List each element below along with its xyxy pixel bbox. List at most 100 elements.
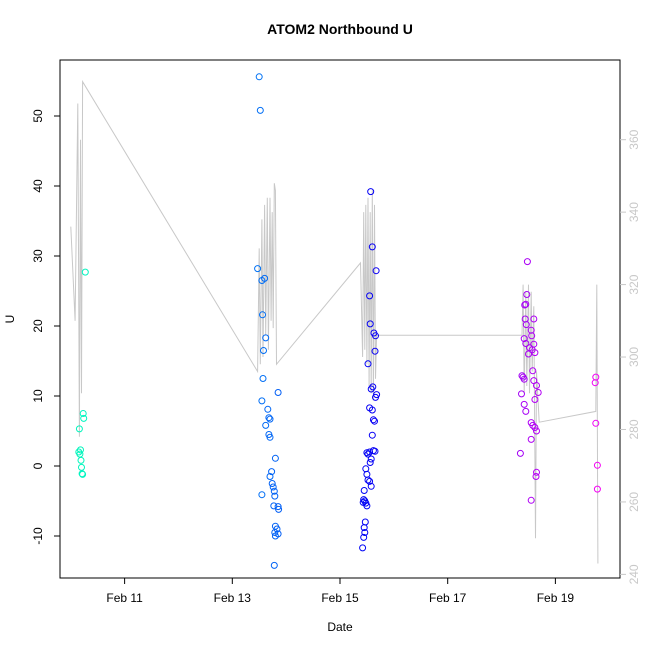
data-point xyxy=(359,498,367,506)
series-line xyxy=(70,79,599,564)
data-point xyxy=(274,389,282,396)
y-tick-label: 40 xyxy=(31,179,45,193)
data-point xyxy=(531,424,539,431)
data-point xyxy=(273,525,281,533)
y2-tick-label: 260 xyxy=(627,492,641,512)
data-point xyxy=(258,491,266,499)
data-point xyxy=(518,390,525,398)
data-point xyxy=(275,505,283,513)
data-point xyxy=(592,419,600,427)
data-point xyxy=(363,449,371,457)
data-point xyxy=(262,421,270,429)
data-point xyxy=(260,347,267,354)
point-series xyxy=(75,73,601,569)
data-point xyxy=(362,465,370,473)
data-point xyxy=(268,468,276,476)
x-axis: Feb 11 Feb 13 Feb 15 Feb 17 Feb 19 xyxy=(106,578,574,605)
chart-title: ATOM2 Northbound U xyxy=(267,21,413,37)
data-point xyxy=(531,349,539,357)
data-point xyxy=(531,396,539,403)
data-point xyxy=(78,463,85,471)
data-point xyxy=(518,372,526,380)
data-point xyxy=(266,433,274,441)
data-point xyxy=(268,480,276,487)
data-point xyxy=(523,258,531,266)
data-point xyxy=(522,300,530,308)
data-point xyxy=(360,533,368,541)
y-tick-label: 0 xyxy=(31,462,45,469)
data-point xyxy=(530,315,538,323)
data-point xyxy=(261,274,269,282)
data-point xyxy=(527,496,535,504)
data-point xyxy=(366,459,374,466)
data-point xyxy=(254,265,262,273)
data-point xyxy=(270,487,278,495)
data-point xyxy=(372,332,379,340)
data-point xyxy=(364,476,372,484)
data-point xyxy=(371,447,379,455)
x-tick-label: Feb 19 xyxy=(537,591,575,605)
data-point xyxy=(361,529,369,536)
data-point xyxy=(532,473,540,480)
data-point xyxy=(371,417,378,425)
data-point xyxy=(361,518,369,526)
data-point xyxy=(255,73,263,81)
x-tick-label: Feb 11 xyxy=(106,591,143,605)
data-point xyxy=(364,450,372,458)
data-point xyxy=(591,379,599,387)
data-point xyxy=(258,397,266,405)
data-point xyxy=(363,470,371,478)
data-point xyxy=(259,311,266,319)
data-point xyxy=(369,416,377,424)
y-axis-label: U xyxy=(3,315,17,324)
data-point xyxy=(533,382,540,389)
data-point xyxy=(367,385,375,393)
line-series xyxy=(70,79,599,564)
y-tick-label: 50 xyxy=(31,109,45,123)
data-point xyxy=(360,496,368,504)
data-point xyxy=(528,332,536,340)
data-point xyxy=(522,340,530,347)
data-point xyxy=(522,321,530,329)
data-point xyxy=(520,335,528,343)
data-point xyxy=(523,291,531,298)
y2-tick-label: 320 xyxy=(627,274,641,294)
data-point xyxy=(360,487,368,494)
y-tick-label: 20 xyxy=(31,319,45,333)
data-point xyxy=(367,455,375,463)
data-point xyxy=(368,243,376,251)
data-point xyxy=(80,414,88,422)
data-point xyxy=(271,454,279,462)
x-tick-label: Feb 15 xyxy=(321,591,359,605)
y2-tick-label: 240 xyxy=(627,564,641,584)
data-point xyxy=(520,400,528,408)
y-tick-label: -10 xyxy=(31,527,45,545)
data-point xyxy=(256,106,264,114)
data-point xyxy=(265,414,273,422)
data-point xyxy=(270,502,278,510)
data-point xyxy=(367,482,375,490)
data-point xyxy=(529,367,537,375)
data-point xyxy=(367,188,375,196)
data-point xyxy=(363,502,371,510)
data-point xyxy=(372,267,380,275)
data-point xyxy=(525,350,532,358)
data-point xyxy=(77,446,84,454)
data-point xyxy=(360,524,368,532)
y2-tick-label: 340 xyxy=(627,202,641,222)
data-point xyxy=(593,461,601,469)
data-point xyxy=(271,532,279,540)
data-point xyxy=(269,483,277,491)
data-point xyxy=(270,561,278,569)
data-point xyxy=(77,456,85,464)
data-point xyxy=(529,421,537,429)
y2-axis: 240 260 280 300 320 340 360 xyxy=(620,129,641,584)
data-point xyxy=(79,410,87,417)
data-point xyxy=(527,435,535,443)
data-point xyxy=(75,425,83,433)
y2-tick-label: 300 xyxy=(627,347,641,367)
data-point xyxy=(372,393,379,401)
data-point xyxy=(79,470,87,478)
data-point xyxy=(262,334,270,342)
